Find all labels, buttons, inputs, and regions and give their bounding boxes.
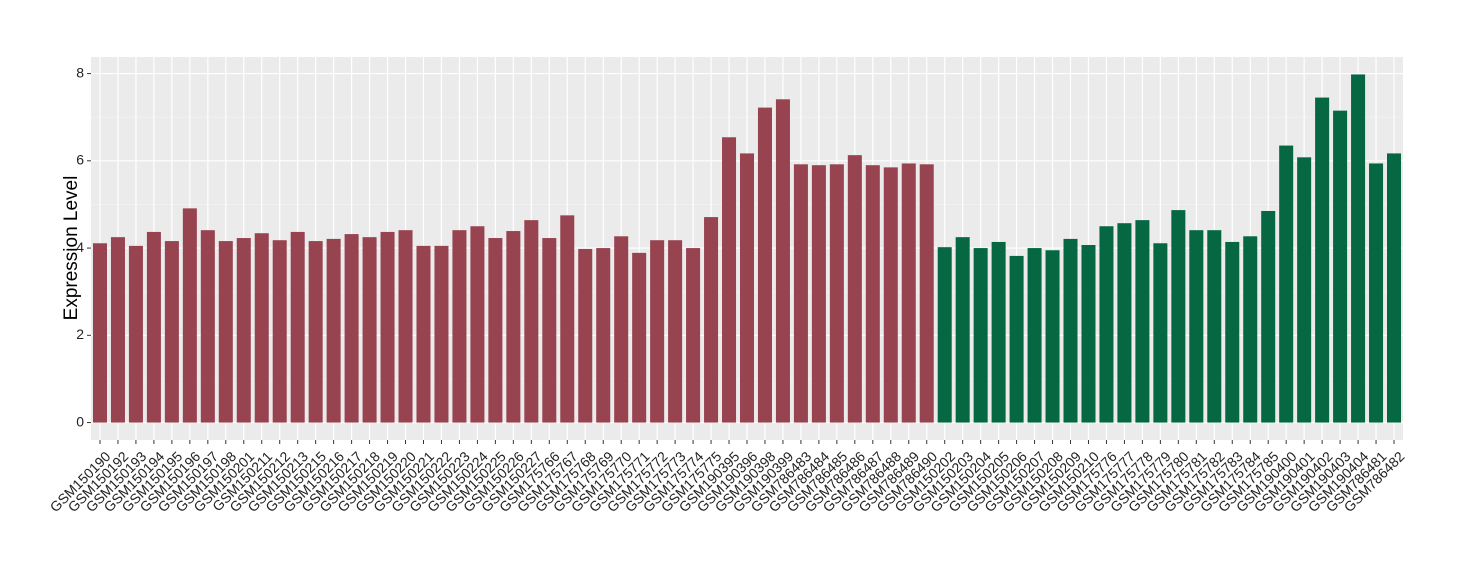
bar xyxy=(470,226,485,423)
bar xyxy=(1315,97,1330,423)
bar xyxy=(560,215,575,423)
bar xyxy=(1189,230,1204,423)
y-tick-label: 2 xyxy=(76,326,84,342)
bar xyxy=(164,241,179,423)
bar xyxy=(110,237,125,423)
bar xyxy=(614,236,629,423)
bar xyxy=(739,153,755,423)
bar xyxy=(632,252,647,423)
bar xyxy=(362,237,377,423)
bar xyxy=(919,164,934,423)
bar xyxy=(1261,210,1276,423)
bar xyxy=(290,231,305,423)
bar xyxy=(1099,226,1114,423)
y-tick-label: 6 xyxy=(76,152,84,168)
bar xyxy=(1135,220,1150,423)
bar xyxy=(236,238,251,423)
bar xyxy=(1387,153,1402,423)
bar xyxy=(686,248,701,423)
bar xyxy=(218,241,233,423)
bar xyxy=(775,99,790,423)
bar xyxy=(650,240,665,423)
bar xyxy=(1027,248,1042,423)
bar xyxy=(200,230,215,423)
bar xyxy=(1369,163,1384,423)
bar xyxy=(757,107,772,423)
bar xyxy=(380,231,395,423)
bar xyxy=(1045,250,1060,423)
bar xyxy=(182,208,197,423)
bar xyxy=(272,240,287,423)
bar xyxy=(398,230,413,423)
bar xyxy=(1117,223,1132,423)
bar xyxy=(1279,145,1294,423)
bar xyxy=(1351,74,1366,423)
bar xyxy=(883,167,898,423)
bar xyxy=(128,245,143,423)
bar xyxy=(991,241,1006,423)
bar xyxy=(326,238,341,423)
bar xyxy=(955,237,970,423)
bar xyxy=(506,231,521,423)
bar xyxy=(829,164,844,423)
bar xyxy=(452,230,467,423)
bar xyxy=(1297,157,1312,423)
bar xyxy=(1009,255,1024,423)
bar xyxy=(1171,210,1186,423)
bar xyxy=(704,217,719,423)
bar xyxy=(865,165,880,423)
bar xyxy=(344,234,359,423)
bar xyxy=(793,164,808,423)
bar xyxy=(1063,238,1078,423)
bar xyxy=(524,220,539,423)
bar xyxy=(542,238,557,423)
bar xyxy=(722,137,737,423)
bar xyxy=(811,165,826,423)
bar xyxy=(578,248,593,423)
bar xyxy=(254,233,269,423)
bar xyxy=(488,238,503,423)
bar xyxy=(416,245,431,423)
y-tick-label: 0 xyxy=(76,413,84,429)
y-tick-label: 4 xyxy=(76,239,84,255)
y-tick-label: 8 xyxy=(76,64,84,80)
bar xyxy=(1333,110,1348,423)
bar xyxy=(146,231,161,423)
bar xyxy=(973,248,988,423)
bar xyxy=(1081,245,1096,423)
bar xyxy=(92,243,107,423)
bar xyxy=(937,247,952,423)
bar xyxy=(1153,243,1168,423)
y-axis-label: Expression Level xyxy=(61,176,82,321)
bar xyxy=(308,241,323,423)
bar xyxy=(1243,236,1258,423)
bar xyxy=(1225,241,1240,423)
bar xyxy=(668,240,683,423)
bar xyxy=(1207,230,1222,423)
bar xyxy=(847,155,862,423)
bar xyxy=(901,163,916,423)
bar xyxy=(434,245,449,423)
bar xyxy=(596,248,611,423)
